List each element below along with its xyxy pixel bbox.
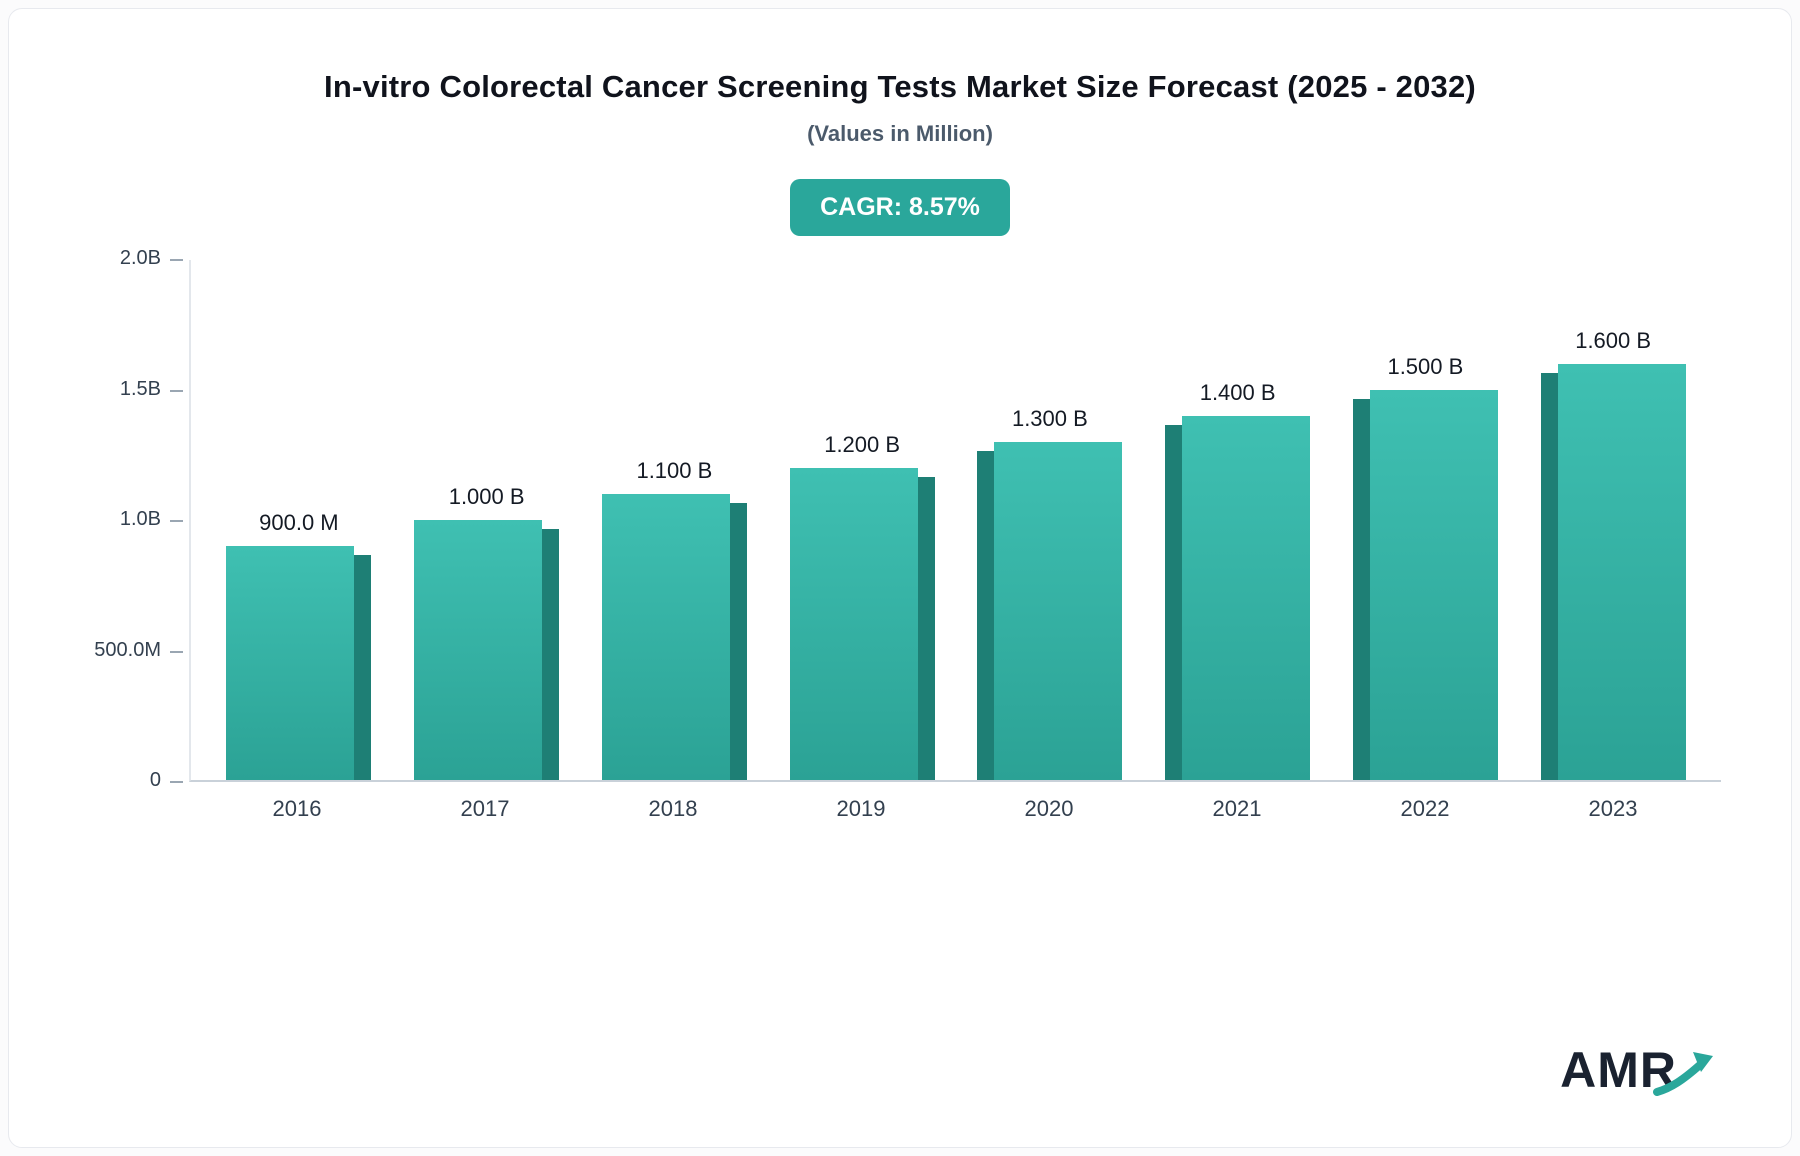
bar-value-label: 1.500 B xyxy=(1387,354,1464,379)
plot-area: 900.0 M 1.000 B 1.100 B 1.200 B 1.300 B 1.400… xyxy=(189,260,1721,782)
bar xyxy=(1540,364,1686,780)
y-tick-mark xyxy=(170,520,183,522)
y-axis: 0 500.0M 1.0B 1.5B 2.0B xyxy=(79,247,189,791)
y-tick-label: 1.0B xyxy=(119,508,161,530)
y-tick-mark xyxy=(170,650,183,653)
x-axis-label: 2022 xyxy=(1400,796,1450,821)
growth-arrow-icon xyxy=(1653,1052,1713,1096)
bar-column: 1.500 B xyxy=(1332,260,1520,780)
bar xyxy=(789,468,935,780)
bar xyxy=(601,494,747,780)
bar xyxy=(977,442,1123,780)
bar-value-label: 1.300 B xyxy=(1011,406,1088,431)
y-tick-label: 2.0B xyxy=(119,247,161,269)
bar-front-face xyxy=(1369,390,1498,780)
bar xyxy=(1165,416,1311,780)
bar-column: 1.200 B xyxy=(768,260,956,780)
bar-column: 1.600 B xyxy=(1519,260,1707,780)
x-axis: 2016 2017 2018 2019 2020 2021 2022 2023 xyxy=(189,796,1721,822)
bar-front-face xyxy=(601,494,730,780)
bar-column: 1.000 B xyxy=(393,260,581,780)
x-axis-label: 2023 xyxy=(1588,796,1638,821)
bar-side-face xyxy=(1540,373,1558,780)
chart-title: In-vitro Colorectal Cancer Screening Tes… xyxy=(324,69,1476,104)
y-tick-label: 1.5B xyxy=(119,377,161,400)
chart-subtitle: (Values in Million) xyxy=(807,121,993,146)
bar xyxy=(414,520,560,780)
bar-value-label: 1.000 B xyxy=(448,484,525,509)
bar-side-face xyxy=(1165,425,1183,780)
y-tick-mark xyxy=(170,781,183,783)
x-axis-label: 2018 xyxy=(648,796,698,821)
bar-value-label: 1.200 B xyxy=(824,432,901,457)
bar-side-face xyxy=(917,477,935,780)
cagr-badge: CAGR: 8.57% xyxy=(790,179,1010,236)
x-axis-label: 2020 xyxy=(1024,796,1074,821)
x-axis-label: 2021 xyxy=(1212,796,1262,821)
bar-front-face xyxy=(789,468,918,780)
chart-card: In-vitro Colorectal Cancer Screening Tes… xyxy=(8,8,1792,1148)
bar-side-face xyxy=(729,503,747,780)
bar-front-face xyxy=(1557,364,1686,780)
x-axis-label: 2016 xyxy=(272,796,322,821)
chart-area: 0 500.0M 1.0B 1.5B 2.0B 900.0 M 1.000 B 1.100 … xyxy=(79,247,1721,791)
bar-column: 900.0 M xyxy=(205,260,393,780)
y-tick-mark xyxy=(170,259,183,261)
bar-front-face xyxy=(1182,416,1311,780)
y-tick-label: 0 xyxy=(149,769,161,791)
bar-front-face xyxy=(994,442,1123,780)
x-axis-label: 2017 xyxy=(460,796,510,821)
bar-front-face xyxy=(414,520,543,780)
bar-front-face xyxy=(226,546,355,780)
bar-side-face xyxy=(542,529,560,780)
y-tick-label: 500.0M xyxy=(94,638,161,661)
bar-value-label: 1.600 B xyxy=(1575,328,1652,353)
bar-side-face xyxy=(1352,399,1370,780)
x-axis-label: 2019 xyxy=(836,796,886,821)
bar-column: 1.300 B xyxy=(956,260,1144,780)
y-tick-mark xyxy=(170,389,183,392)
amr-logo: AMR xyxy=(1560,1041,1715,1099)
bar-side-face xyxy=(354,555,372,780)
bar xyxy=(1352,390,1498,780)
bar-column: 1.100 B xyxy=(581,260,769,780)
bar xyxy=(226,546,372,780)
bar-column: 1.400 B xyxy=(1144,260,1332,780)
bar-value-label: 900.0 M xyxy=(259,510,339,535)
bar-value-label: 1.100 B xyxy=(636,458,713,483)
bar-value-label: 1.400 B xyxy=(1199,380,1276,405)
bar-side-face xyxy=(977,451,995,780)
